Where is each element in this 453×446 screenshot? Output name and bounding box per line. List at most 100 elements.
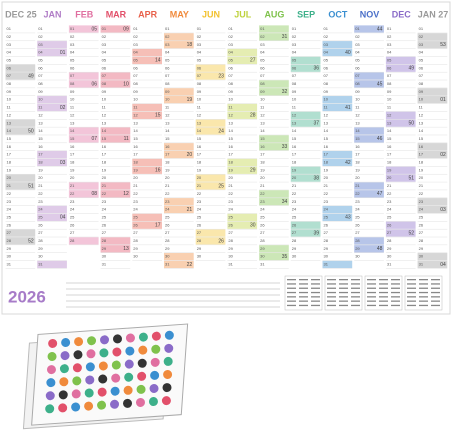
day-number: 23 <box>133 199 138 204</box>
day-number: 13 <box>165 120 170 125</box>
day-number: 25 <box>70 214 75 219</box>
day-number: 18 <box>292 160 297 165</box>
weekend-cell <box>68 127 99 135</box>
day-number: 03 <box>260 42 265 47</box>
day-number: 07 <box>38 73 43 78</box>
mini-dots <box>299 283 308 285</box>
day-number: 28 <box>228 238 233 243</box>
day-number: 09 <box>292 89 297 94</box>
day-number: 16 <box>102 144 107 149</box>
day-number: 06 <box>133 65 138 70</box>
weekend-cell <box>100 245 131 253</box>
weekend-cell <box>354 25 384 33</box>
week-number: 37 <box>313 121 319 127</box>
mini-dots <box>299 296 308 298</box>
mini-dots <box>379 287 388 289</box>
weekend-cell <box>385 56 416 65</box>
day-number: 21 <box>102 183 107 188</box>
day-number: 02 <box>260 34 265 39</box>
day-number: 06 <box>387 65 392 70</box>
day-number: 06 <box>7 65 12 70</box>
day-number: 22 <box>355 191 360 196</box>
day-number: 31 <box>387 262 392 267</box>
day-number: 27 <box>197 230 202 235</box>
day-number: 06 <box>419 65 424 70</box>
day-number: 18 <box>355 160 360 165</box>
weekend-cell <box>37 150 67 159</box>
day-number: 22 <box>133 191 138 196</box>
day-number: 08 <box>324 81 329 86</box>
mini-dots <box>311 300 320 302</box>
day-number: 08 <box>70 81 75 86</box>
day-number: 22 <box>70 191 75 196</box>
sticker <box>110 386 120 396</box>
mini-dots <box>431 296 440 298</box>
weekend-cell <box>5 174 36 182</box>
day-number: 12 <box>102 112 107 117</box>
day-number: 11 <box>419 105 424 110</box>
day-number: 15 <box>133 136 138 141</box>
year-title: 2026 <box>8 287 46 306</box>
day-number: 15 <box>355 136 360 141</box>
mini-dots <box>431 304 440 307</box>
mini-dots <box>327 304 336 307</box>
day-number: 20 <box>102 175 107 180</box>
day-number: 21 <box>228 183 233 188</box>
weekend-cell <box>385 166 416 174</box>
day-number: 13 <box>70 120 75 125</box>
day-number: 04 <box>165 50 170 55</box>
day-number: 15 <box>38 136 43 141</box>
day-number: 13 <box>7 120 12 125</box>
day-number: 11 <box>324 105 329 110</box>
day-number: 13 <box>228 120 233 125</box>
day-number: 31 <box>228 262 233 267</box>
day-number: 20 <box>38 175 43 180</box>
day-number: 19 <box>260 167 265 172</box>
day-number: 04 <box>38 50 43 55</box>
week-number: 52 <box>28 238 34 244</box>
day-number: 02 <box>38 34 43 39</box>
day-number: 29 <box>355 246 360 251</box>
sticker <box>98 374 108 384</box>
weekend-cell <box>132 103 162 112</box>
day-number: 14 <box>70 128 75 133</box>
mini-dots <box>299 300 308 302</box>
weekend-cell <box>322 103 353 112</box>
mini-dots <box>287 287 296 289</box>
day-number: 17 <box>228 152 233 157</box>
mini-dots <box>327 283 336 285</box>
mini-dots <box>407 287 416 289</box>
day-number: 05 <box>292 57 297 62</box>
day-number: 30 <box>7 254 12 259</box>
weekend-cell <box>354 237 384 245</box>
day-number: 06 <box>70 65 75 70</box>
weekend-cell <box>227 48 258 57</box>
day-number: 06 <box>355 65 360 70</box>
weekend-cell <box>195 72 226 80</box>
week-number: 34 <box>282 199 288 205</box>
mini-dots <box>299 279 308 281</box>
weekend-cell <box>417 150 448 159</box>
day-number: 02 <box>133 34 138 39</box>
weekend-cell <box>37 103 67 112</box>
day-number: 01 <box>102 26 107 31</box>
day-number: 18 <box>387 160 392 165</box>
day-number: 11 <box>70 105 75 110</box>
day-number: 22 <box>292 191 297 196</box>
day-number: 21 <box>292 183 297 188</box>
week-number: 52 <box>409 230 415 236</box>
day-number: 08 <box>7 81 12 86</box>
mini-dots <box>407 283 416 285</box>
weekend-cell <box>227 158 258 167</box>
week-number: 49 <box>28 73 34 79</box>
day-number: 09 <box>228 89 233 94</box>
day-number: 13 <box>38 120 43 125</box>
day-number: 04 <box>419 50 424 55</box>
mini-dots <box>419 287 428 289</box>
day-number: 21 <box>7 183 12 188</box>
mini-dots <box>299 291 308 294</box>
mini-dots <box>351 300 360 302</box>
week-number: 10 <box>123 81 129 87</box>
mini-dots <box>431 279 440 281</box>
